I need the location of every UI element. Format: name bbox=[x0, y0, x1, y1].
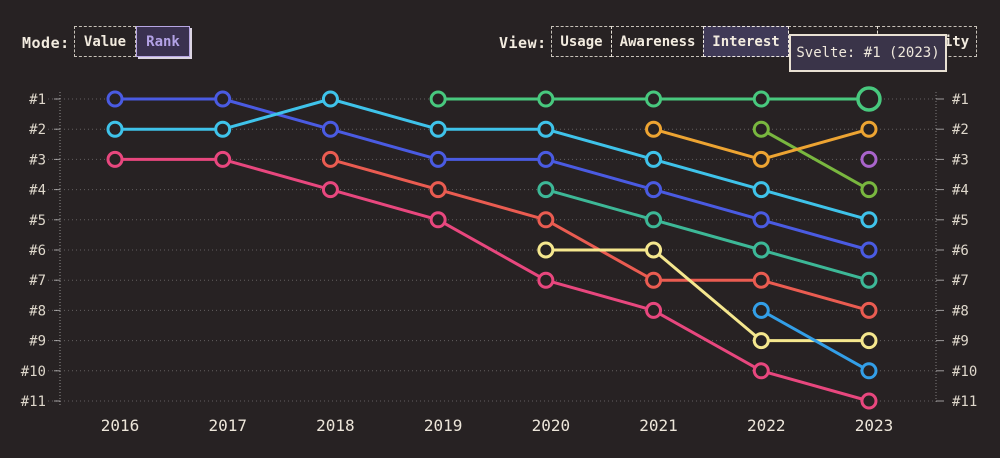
mode-label: Mode: bbox=[22, 34, 70, 52]
rank-label-right: #11 bbox=[952, 394, 977, 410]
data-point-cyan[interactable] bbox=[645, 150, 663, 168]
data-point-pink[interactable] bbox=[429, 211, 447, 229]
rank-label-right: #3 bbox=[952, 152, 969, 168]
data-point-purple[interactable] bbox=[860, 150, 878, 168]
rank-label-right: #4 bbox=[952, 183, 969, 199]
data-point-lime[interactable] bbox=[860, 181, 878, 199]
year-label: 2017 bbox=[208, 416, 247, 435]
data-point-green-svelte[interactable] bbox=[752, 90, 770, 108]
data-point-pink[interactable] bbox=[860, 392, 878, 410]
data-point-yellow[interactable] bbox=[860, 332, 878, 350]
series-line-teal bbox=[544, 188, 871, 282]
rank-label-left: #3 bbox=[29, 152, 46, 168]
data-point-blue[interactable] bbox=[321, 120, 339, 138]
highlight-point-green-svelte[interactable] bbox=[856, 86, 882, 112]
data-point-cyan[interactable] bbox=[537, 120, 555, 138]
year-label: 2020 bbox=[532, 416, 571, 435]
data-point-green-svelte[interactable] bbox=[537, 90, 555, 108]
data-point-teal[interactable] bbox=[645, 211, 663, 229]
rank-label-right: #6 bbox=[952, 243, 969, 259]
year-label: 2016 bbox=[101, 416, 140, 435]
series-line-lime bbox=[759, 127, 871, 192]
data-point-red[interactable] bbox=[860, 301, 878, 319]
data-point-sky[interactable] bbox=[752, 301, 770, 319]
view-button-awareness[interactable]: Awareness bbox=[611, 26, 704, 57]
data-point-blue[interactable] bbox=[752, 211, 770, 229]
data-point-pink[interactable] bbox=[321, 181, 339, 199]
data-point-red[interactable] bbox=[752, 271, 770, 289]
data-point-blue[interactable] bbox=[537, 150, 555, 168]
data-point-red[interactable] bbox=[645, 271, 663, 289]
rank-label-right: #5 bbox=[952, 213, 969, 229]
year-label: 2018 bbox=[316, 416, 355, 435]
data-point-green-svelte[interactable] bbox=[645, 90, 663, 108]
data-point-lime[interactable] bbox=[752, 120, 770, 138]
data-point-sky[interactable] bbox=[860, 362, 878, 380]
data-point-pink[interactable] bbox=[752, 362, 770, 380]
rank-label-right: #9 bbox=[952, 334, 969, 350]
year-label: 2023 bbox=[855, 416, 894, 435]
view-button-interest[interactable]: Interest bbox=[703, 26, 789, 57]
rank-label-left: #4 bbox=[29, 183, 46, 199]
rank-label-left: #2 bbox=[29, 122, 46, 138]
year-label: 2021 bbox=[639, 416, 678, 435]
data-point-blue[interactable] bbox=[645, 181, 663, 199]
data-point-orange[interactable] bbox=[645, 120, 663, 138]
rank-label-left: #11 bbox=[21, 394, 46, 410]
rank-label-left: #8 bbox=[29, 303, 46, 319]
data-point-yellow[interactable] bbox=[645, 241, 663, 259]
data-point-pink[interactable] bbox=[106, 150, 124, 168]
rank-label-right: #8 bbox=[952, 303, 969, 319]
data-point-orange[interactable] bbox=[752, 150, 770, 168]
rank-label-right: #1 bbox=[952, 92, 969, 108]
view-label: View: bbox=[499, 34, 547, 52]
mode-button-rank[interactable]: Rank bbox=[136, 26, 190, 57]
rank-label-left: #1 bbox=[29, 92, 46, 108]
data-point-teal[interactable] bbox=[752, 241, 770, 259]
series-line-red bbox=[328, 157, 871, 312]
view-button-usage[interactable]: Usage bbox=[551, 26, 612, 57]
data-point-pink[interactable] bbox=[214, 150, 232, 168]
data-point-cyan[interactable] bbox=[752, 181, 770, 199]
data-point-blue[interactable] bbox=[429, 150, 447, 168]
rank-label-right: #7 bbox=[952, 273, 969, 289]
data-point-cyan[interactable] bbox=[429, 120, 447, 138]
data-point-cyan[interactable] bbox=[214, 120, 232, 138]
data-point-orange[interactable] bbox=[860, 120, 878, 138]
data-point-cyan[interactable] bbox=[321, 90, 339, 108]
data-point-cyan[interactable] bbox=[106, 120, 124, 138]
series-line-pink bbox=[113, 157, 871, 403]
tooltip-text: Svelte: #1 (2023) bbox=[796, 45, 940, 61]
tooltip: Svelte: #1 (2023) bbox=[789, 34, 947, 72]
year-label: 2022 bbox=[747, 416, 786, 435]
data-point-teal[interactable] bbox=[860, 271, 878, 289]
data-point-red[interactable] bbox=[429, 181, 447, 199]
data-point-yellow[interactable] bbox=[537, 241, 555, 259]
data-point-blue[interactable] bbox=[214, 90, 232, 108]
data-point-cyan[interactable] bbox=[860, 211, 878, 229]
rank-label-left: #6 bbox=[29, 243, 46, 259]
rank-label-right: #2 bbox=[952, 122, 969, 138]
data-point-yellow[interactable] bbox=[752, 332, 770, 350]
series-line-blue bbox=[113, 97, 871, 252]
year-label: 2019 bbox=[424, 416, 463, 435]
data-point-blue[interactable] bbox=[860, 241, 878, 259]
data-point-teal[interactable] bbox=[537, 181, 555, 199]
rank-label-left: #10 bbox=[21, 364, 46, 380]
rank-label-left: #5 bbox=[29, 213, 46, 229]
series-line-cyan bbox=[113, 97, 871, 222]
rank-label-right: #10 bbox=[952, 364, 977, 380]
rank-label-left: #9 bbox=[29, 334, 46, 350]
data-point-pink[interactable] bbox=[537, 271, 555, 289]
data-point-red[interactable] bbox=[321, 150, 339, 168]
data-point-green-svelte[interactable] bbox=[429, 90, 447, 108]
data-point-red[interactable] bbox=[537, 211, 555, 229]
rank-label-left: #7 bbox=[29, 273, 46, 289]
series-line-sky bbox=[759, 308, 871, 373]
data-point-blue[interactable] bbox=[106, 90, 124, 108]
data-point-pink[interactable] bbox=[645, 301, 663, 319]
mode-button-value[interactable]: Value bbox=[74, 26, 136, 57]
